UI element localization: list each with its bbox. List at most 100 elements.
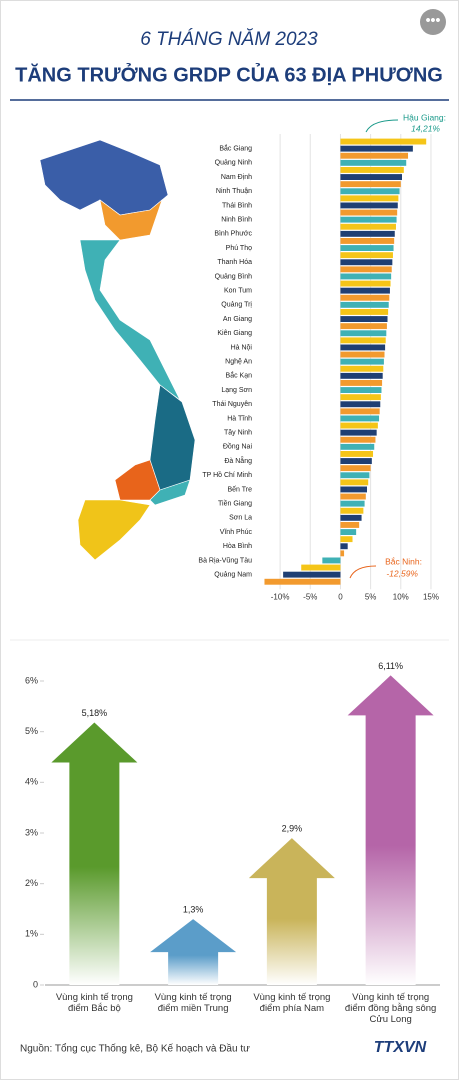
bar	[340, 486, 367, 493]
y-tick-label: 4%	[25, 777, 38, 787]
bar	[340, 500, 365, 507]
x-tick-label: 0	[338, 592, 343, 601]
bar	[340, 380, 383, 386]
y-tick-label: 2%	[25, 878, 38, 888]
bar	[340, 550, 345, 557]
arrow-bar	[347, 675, 434, 985]
arrow-bar	[150, 919, 237, 985]
map-coast	[149, 479, 191, 506]
bar	[340, 387, 382, 393]
y-tick-label: Bắc Kạn	[226, 371, 253, 380]
bar	[340, 514, 362, 521]
y-tick-label: Kon Tum	[224, 287, 252, 294]
bar	[340, 230, 395, 237]
y-tick-label: Quảng Ninh	[215, 160, 252, 167]
bar	[340, 252, 393, 259]
y-tick-label: Hà Nội	[231, 344, 253, 351]
x-tick-label: -5%	[303, 592, 317, 601]
y-tick-label: Đồng Nai	[223, 442, 253, 451]
annotation-arrow	[365, 119, 399, 133]
bar	[340, 365, 384, 372]
bar	[340, 259, 393, 266]
bar	[340, 394, 381, 401]
y-tick-label: Đà Nẵng	[224, 456, 252, 465]
value-label: 14,21%	[411, 123, 440, 133]
bar	[340, 451, 374, 457]
bar	[340, 536, 353, 543]
bar	[340, 358, 384, 365]
bar	[340, 316, 388, 322]
bar	[340, 223, 396, 230]
map-highlands	[149, 384, 196, 491]
value-label: 1,3%	[183, 905, 204, 915]
y-tick-label: Vĩnh Phúc	[220, 529, 253, 536]
arrow-bar	[248, 838, 335, 985]
bar	[340, 216, 397, 223]
y-tick-label: Ninh Bình	[221, 216, 252, 223]
map-central	[79, 239, 181, 401]
bar	[340, 188, 400, 195]
bar	[340, 273, 392, 280]
bar	[340, 266, 392, 273]
annotation-arrow	[349, 565, 377, 579]
bar	[283, 571, 341, 578]
y-tick-label: Sơn La	[229, 515, 252, 522]
bar	[340, 301, 389, 308]
y-tick-label: 0	[33, 979, 38, 989]
y-tick-label: Tiền Giang	[218, 498, 252, 507]
y-tick-label: Thái Bình	[222, 202, 252, 209]
bar	[340, 436, 376, 443]
annotation: Bắc Ninh:	[385, 556, 422, 566]
bar	[340, 415, 380, 422]
bar	[301, 564, 341, 571]
bar	[340, 145, 413, 152]
y-tick-label: Thanh Hóa	[217, 259, 252, 266]
y-tick-label: Nghệ An	[225, 358, 252, 365]
bar	[340, 522, 360, 528]
map-red-river	[99, 199, 163, 241]
bar	[340, 202, 398, 209]
bar	[340, 372, 383, 379]
x-tick-label: -10%	[271, 592, 290, 601]
bar	[264, 578, 341, 585]
y-tick-label: Quảng Bình	[215, 273, 252, 280]
bar	[340, 443, 375, 450]
bar	[340, 181, 401, 188]
y-tick-label: Thái Nguyên	[212, 401, 252, 408]
y-tick-label: Ninh Thuận	[216, 188, 252, 195]
bar	[322, 557, 341, 564]
map	[39, 139, 196, 561]
bar	[340, 152, 409, 159]
x-tick-label: Vùng kinh tế trọng điểm Bắc bộ	[55, 992, 133, 1014]
bar	[340, 344, 386, 351]
y-tick-label: Lạng Sơn	[221, 387, 252, 394]
value-label: 5,18%	[82, 708, 108, 718]
more-icon[interactable]: •••	[426, 12, 441, 28]
bar	[340, 472, 370, 479]
more-button[interactable]	[420, 9, 446, 35]
y-tick-label: TP Hồ Chí Minh	[202, 470, 252, 479]
value-label: -12,59%	[386, 568, 418, 578]
y-tick-label: 1%	[25, 929, 38, 939]
arrow-bar	[51, 722, 138, 985]
y-tick-label: Hòa Bình	[223, 543, 252, 550]
bar	[340, 507, 364, 514]
bar	[340, 529, 357, 535]
y-tick-label: 5%	[25, 726, 38, 736]
bar	[340, 493, 366, 500]
bar	[340, 351, 385, 358]
x-tick-label: 15%	[423, 592, 439, 601]
map-mekong	[77, 499, 151, 561]
bar	[340, 167, 404, 173]
bar	[340, 337, 386, 344]
y-tick-label: Phú Thọ	[226, 245, 252, 252]
bar	[340, 309, 389, 315]
bar	[340, 422, 378, 429]
subtitle: 6 THÁNG NĂM 2023	[140, 29, 318, 50]
x-tick-label: 5%	[365, 592, 377, 601]
y-tick-label: Bình Phước	[214, 231, 252, 238]
y-tick-label: 6%	[25, 675, 38, 685]
bar	[340, 287, 390, 294]
bar	[340, 294, 390, 301]
